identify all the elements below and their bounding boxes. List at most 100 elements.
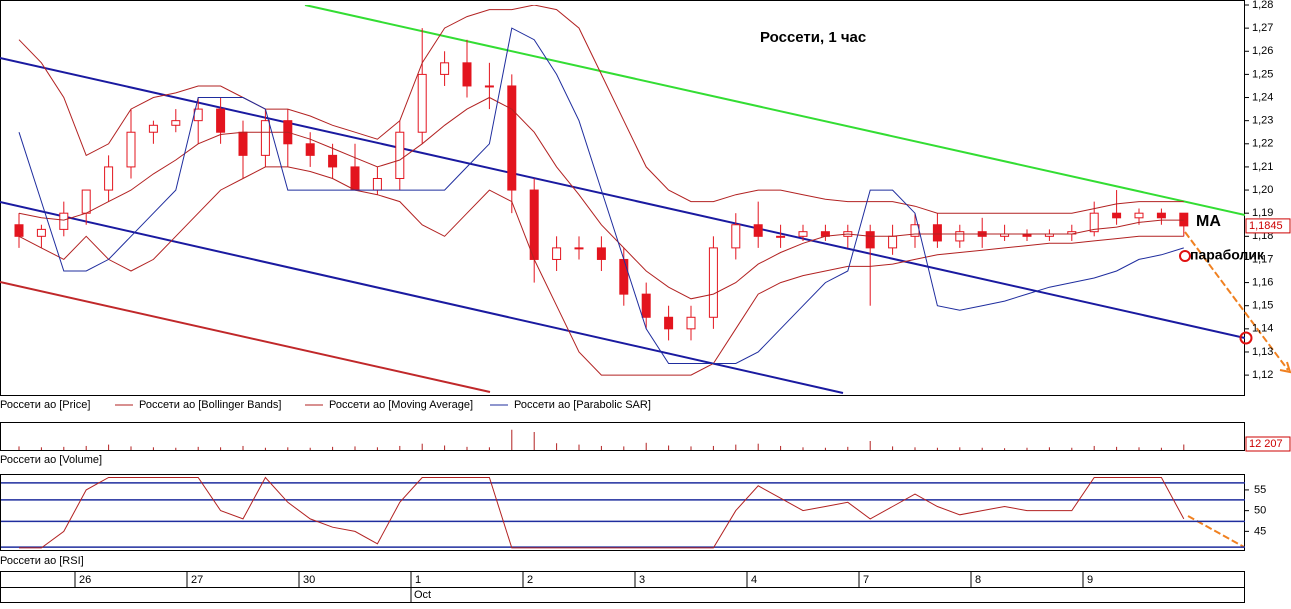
price-plot <box>14 5 1189 376</box>
volume-bar <box>623 446 625 450</box>
volume-bar <box>892 446 894 450</box>
volume-bar <box>175 447 177 450</box>
candle-body <box>641 293 651 318</box>
candle-body <box>148 124 158 133</box>
volume-frame <box>0 422 1245 451</box>
legend-label: Россети ао [Bollinger Bands] <box>139 399 281 411</box>
candle-body <box>664 316 674 330</box>
y-tick-label: 1,22 <box>1252 138 1273 150</box>
legend-label: Россети ао [Moving Average] <box>329 399 473 411</box>
last-price-label: 1,1845 <box>1249 220 1283 232</box>
volume-bar <box>847 446 849 450</box>
legend-label: Россети ао [Price] <box>0 399 90 411</box>
arrow-head <box>1279 361 1291 374</box>
volume-bar <box>712 445 714 450</box>
y-tick-label: 50 <box>1254 505 1266 517</box>
volume-bar <box>936 447 938 450</box>
y-tick-label: 45 <box>1254 525 1266 537</box>
last-volume-box <box>1245 436 1291 452</box>
legend-label: Россети ао [Parabolic SAR] <box>514 399 651 411</box>
candle-body <box>955 231 965 242</box>
x-tick-label: 26 <box>79 574 91 586</box>
volume-bar <box>802 447 804 450</box>
candle-body <box>686 316 696 330</box>
price-frame <box>0 0 1245 396</box>
x-tick-label: 9 <box>1087 574 1093 586</box>
y-tick-label: 1,12 <box>1252 369 1273 381</box>
volume-bar <box>668 445 670 450</box>
volume-bar <box>981 447 983 450</box>
volume-bar <box>108 444 110 450</box>
candle-body <box>238 131 248 156</box>
y-tick-label: 1,26 <box>1252 45 1273 57</box>
last-price-box <box>1245 218 1291 234</box>
x-tick-label: 2 <box>527 574 533 586</box>
volume-bar <box>399 445 401 450</box>
y-tick-label: 1,24 <box>1252 91 1273 103</box>
volume-bar <box>959 447 961 450</box>
y-tick-label: 1,25 <box>1252 68 1273 80</box>
candle-body <box>552 247 562 260</box>
x-tick-label: 1 <box>415 574 421 586</box>
trendline <box>0 281 491 393</box>
volume-bar <box>444 445 446 450</box>
volume-bar <box>824 447 826 450</box>
volume-bar <box>1026 447 1028 450</box>
overlay-line <box>18 96 1184 300</box>
y-tick-label: 55 <box>1254 484 1266 496</box>
candle-body <box>1089 212 1099 233</box>
volume-bar <box>466 446 468 450</box>
candle-body <box>619 258 629 295</box>
overlay-line <box>18 5 1184 214</box>
volume-bar <box>242 445 244 450</box>
volume-bar <box>130 446 132 450</box>
trendline <box>0 201 844 394</box>
rsi-clip-group <box>19 476 1185 549</box>
candle-body <box>1112 212 1122 219</box>
volume-bar <box>511 429 513 450</box>
volume-bar <box>40 447 42 450</box>
volume-bar <box>488 447 490 450</box>
candle-body <box>14 224 24 237</box>
candle-body <box>372 177 382 191</box>
volume-bar <box>309 447 311 450</box>
y-tick-label: 1,15 <box>1252 300 1273 312</box>
candle-body <box>708 247 718 318</box>
candle-body <box>328 154 338 168</box>
candle-body <box>59 212 69 230</box>
candle-body <box>395 131 405 179</box>
trendline <box>304 5 1245 216</box>
y-tick-label: 1,17 <box>1252 253 1273 265</box>
x-tick-label: 3 <box>639 574 645 586</box>
volume-bar <box>1071 447 1073 450</box>
candle-body <box>81 189 91 214</box>
candle-body <box>216 108 226 133</box>
y-tick-label: 1,21 <box>1252 161 1273 173</box>
volume-bar <box>735 444 737 450</box>
volume-bar <box>600 445 602 450</box>
y-tick-label: 1,28 <box>1252 0 1273 11</box>
candle-body <box>484 85 494 88</box>
volume-bar <box>780 445 782 450</box>
volume-bar <box>1093 445 1095 450</box>
x-tick-label: 27 <box>191 574 203 586</box>
candle-body <box>776 235 786 238</box>
candle-body <box>507 85 517 191</box>
candle-body <box>888 235 898 249</box>
annotation: параболик <box>1190 247 1265 263</box>
last-volume-label: 12 207 <box>1249 438 1283 450</box>
y-tick-label: 1,23 <box>1252 115 1273 127</box>
candle-body <box>1134 212 1144 219</box>
volume-bar <box>1048 447 1050 450</box>
volume-bar <box>533 432 535 450</box>
volume-bar <box>197 446 199 450</box>
panel-label: Россети ао [RSI] <box>0 555 84 567</box>
volume-bar <box>220 447 222 450</box>
x-tick-label: 30 <box>303 574 315 586</box>
chart-title: Россети, 1 час <box>760 29 866 46</box>
candle-body <box>798 231 808 237</box>
candle-body <box>932 224 942 242</box>
volume-bar <box>1004 448 1006 450</box>
candle-body <box>1179 212 1189 227</box>
volume-bar <box>645 442 647 450</box>
